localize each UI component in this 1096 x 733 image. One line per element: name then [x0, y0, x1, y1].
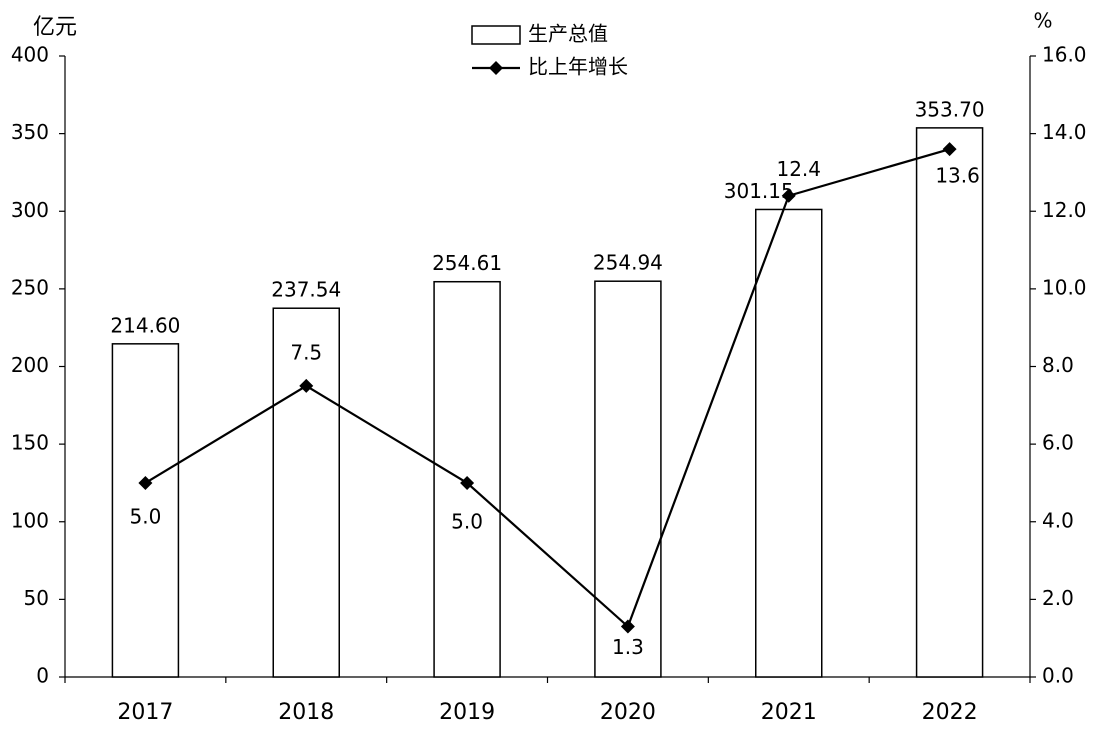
line-marker [620, 619, 635, 634]
y-tick-label: 300 [11, 198, 49, 222]
x-tick-label: 2022 [922, 700, 978, 725]
x-tick-label: 2019 [439, 700, 495, 725]
bar [755, 208, 823, 678]
y2-tick-label: 8.0 [1042, 353, 1074, 377]
legend-swatch [471, 25, 521, 45]
line-value-label: 5.0 [130, 504, 162, 528]
line-value-label: 5.0 [451, 509, 483, 533]
x-tick-label: 2020 [600, 700, 656, 725]
bar [594, 280, 662, 678]
y2-tick-label: 2.0 [1042, 586, 1074, 610]
line-value-label: 7.5 [290, 340, 322, 364]
y-tick-label: 350 [11, 120, 49, 144]
bar [111, 343, 180, 678]
y-tick-label: 200 [11, 353, 49, 377]
legend-label: 生产总值 [528, 22, 608, 46]
bar-value-label: 214.60 [110, 313, 180, 337]
x-tick-label: 2021 [761, 700, 817, 725]
y2-tick-label: 12.0 [1042, 198, 1087, 222]
y-tick-label: 50 [24, 586, 49, 610]
y-tick-label: 400 [11, 43, 49, 67]
bar-value-label: 353.70 [915, 97, 985, 121]
line-marker [460, 475, 475, 490]
line-value-label: 1.3 [612, 635, 644, 659]
y2-axis-title: % [1033, 9, 1052, 33]
bar-value-label: 254.94 [593, 251, 663, 275]
line-marker [942, 142, 957, 157]
y-tick-label: 250 [11, 275, 49, 299]
y-tick-label: 0 [36, 664, 49, 688]
y2-tick-label: 16.0 [1042, 43, 1087, 67]
bar-value-label: 237.54 [271, 278, 341, 302]
legend-label: 比上年增长 [528, 55, 628, 79]
legend-marker [489, 61, 503, 75]
y2-tick-label: 6.0 [1042, 431, 1074, 455]
y2-tick-label: 4.0 [1042, 508, 1074, 532]
y2-tick-label: 14.0 [1042, 120, 1087, 144]
line-value-label: 13.6 [935, 164, 980, 188]
line-marker [781, 188, 796, 203]
line [144, 148, 950, 629]
line-value-label: 12.4 [776, 157, 821, 181]
x-tick-label: 2017 [117, 700, 173, 725]
y-tick-label: 100 [11, 508, 49, 532]
bar [915, 127, 984, 678]
bar [272, 307, 340, 678]
line-marker [299, 378, 314, 393]
bar-value-label: 301.15 [724, 179, 794, 203]
x-tick-label: 2018 [278, 700, 334, 725]
y2-tick-label: 0.0 [1042, 664, 1074, 688]
bar-value-label: 254.61 [432, 251, 502, 275]
y2-tick-label: 10.0 [1042, 275, 1087, 299]
y-tick-label: 150 [11, 431, 49, 455]
line-marker [138, 475, 153, 490]
y-axis-title: 亿元 [33, 15, 77, 40]
